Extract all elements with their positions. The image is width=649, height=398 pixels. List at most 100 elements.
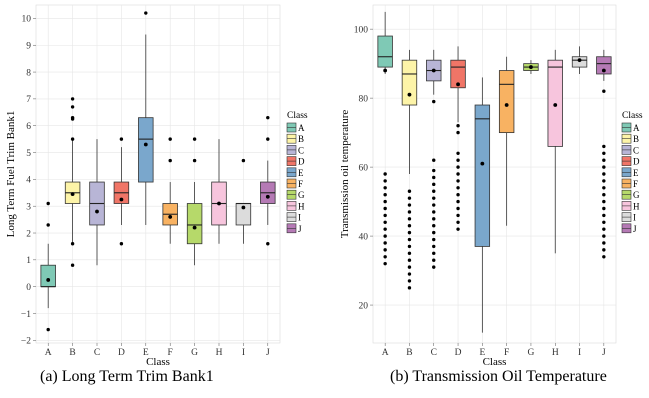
y-tick-label: 6 bbox=[26, 122, 31, 132]
box-A bbox=[377, 11, 393, 266]
outlier-point bbox=[432, 168, 436, 173]
outlier-point bbox=[432, 258, 436, 262]
outlier-point bbox=[383, 227, 387, 231]
outlier-point bbox=[46, 223, 50, 227]
y-tick-label: −2 bbox=[21, 337, 31, 347]
outlier-point bbox=[602, 241, 606, 245]
outlier-point bbox=[602, 158, 606, 162]
x-axis-label: Class bbox=[483, 356, 507, 368]
y-tick-label: 8 bbox=[26, 68, 31, 78]
mean-point bbox=[577, 58, 582, 63]
caption-a: (a) Long Term Trim Bank1 bbox=[40, 368, 214, 385]
outlier-point bbox=[602, 206, 606, 211]
outlier-point bbox=[383, 220, 387, 224]
box-E bbox=[138, 11, 154, 225]
x-tick-label: G bbox=[191, 348, 198, 358]
x-tick-label: D bbox=[118, 348, 125, 358]
outlier-point bbox=[383, 213, 387, 218]
legend-label: E bbox=[633, 168, 639, 178]
outlier-point bbox=[432, 237, 436, 242]
legend-label: C bbox=[633, 145, 639, 155]
outlier-point bbox=[383, 241, 387, 245]
outlier-point bbox=[456, 227, 460, 231]
x-tick-label: I bbox=[578, 348, 581, 358]
mean-point bbox=[143, 142, 148, 147]
outlier-point bbox=[456, 179, 460, 183]
y-tick-label: 60 bbox=[359, 163, 369, 173]
mean-point bbox=[504, 103, 509, 107]
x-tick-label: H bbox=[552, 348, 559, 358]
box-body bbox=[498, 70, 515, 134]
x-tick-label: B bbox=[69, 348, 75, 358]
x-tick-label: B bbox=[406, 348, 412, 358]
outlier-point bbox=[602, 255, 606, 259]
outlier-point bbox=[602, 186, 606, 190]
legend-label: G bbox=[298, 190, 305, 200]
outlier-point bbox=[456, 130, 460, 135]
y-tick-label: −1 bbox=[21, 310, 31, 320]
legend-label: A bbox=[298, 123, 305, 133]
box-B bbox=[401, 49, 418, 290]
outlier-point bbox=[432, 99, 436, 104]
mean-point bbox=[46, 278, 51, 282]
outlier-point bbox=[407, 279, 412, 283]
box-I bbox=[571, 46, 588, 74]
outlier-point bbox=[70, 115, 75, 120]
box-body bbox=[474, 104, 491, 247]
y-tick-label: 2 bbox=[26, 229, 31, 239]
outlier-point bbox=[407, 224, 412, 228]
x-tick-label: I bbox=[242, 348, 245, 358]
legend-label: I bbox=[633, 213, 636, 223]
box-B bbox=[64, 97, 81, 267]
outlier-point bbox=[383, 179, 387, 183]
box-D bbox=[113, 137, 130, 246]
x-tick-label: G bbox=[528, 348, 535, 358]
box-J bbox=[596, 49, 612, 259]
outlier-point bbox=[168, 158, 172, 163]
mean-point bbox=[456, 82, 460, 87]
box-body bbox=[596, 56, 612, 75]
mean-point bbox=[265, 194, 270, 199]
outlier-point bbox=[432, 182, 436, 187]
outlier-point bbox=[456, 220, 460, 224]
y-tick-label: 1 bbox=[26, 256, 31, 266]
legend-label: I bbox=[298, 213, 301, 223]
y-tick-label: 5 bbox=[26, 149, 31, 159]
outlier-point bbox=[456, 165, 460, 169]
outlier-point bbox=[432, 230, 436, 235]
outlier-point bbox=[383, 192, 387, 197]
y-tick-label: 40 bbox=[359, 232, 369, 242]
box-E bbox=[474, 77, 491, 333]
y-tick-label: 0 bbox=[26, 283, 31, 293]
outlier-point bbox=[407, 230, 412, 235]
outlier-point bbox=[70, 242, 75, 246]
outlier-point bbox=[432, 196, 436, 200]
mean-point bbox=[480, 161, 485, 166]
legend-label: D bbox=[633, 157, 640, 167]
legend-label: J bbox=[298, 224, 302, 234]
outlier-point bbox=[266, 137, 270, 141]
mean-point bbox=[529, 65, 533, 69]
outlier-point bbox=[383, 186, 387, 190]
outlier-point bbox=[70, 137, 75, 141]
outlier-point bbox=[602, 165, 606, 169]
outlier-point bbox=[602, 234, 606, 238]
box-C bbox=[89, 139, 105, 266]
outlier-point bbox=[602, 151, 606, 156]
legend-label: F bbox=[298, 179, 303, 189]
outlier-point bbox=[407, 258, 412, 262]
x-tick-label: D bbox=[455, 348, 462, 358]
y-tick-label: 4 bbox=[26, 176, 31, 186]
outlier-point bbox=[432, 251, 436, 256]
x-tick-label: F bbox=[168, 348, 173, 358]
box-H bbox=[547, 49, 563, 254]
outlier-point bbox=[46, 327, 50, 332]
outlier-point bbox=[266, 242, 270, 246]
outlier-point bbox=[602, 248, 606, 252]
box-F bbox=[162, 137, 178, 244]
x-tick-label: A bbox=[45, 348, 52, 358]
outlier-point bbox=[456, 213, 460, 218]
outlier-point bbox=[456, 192, 460, 197]
